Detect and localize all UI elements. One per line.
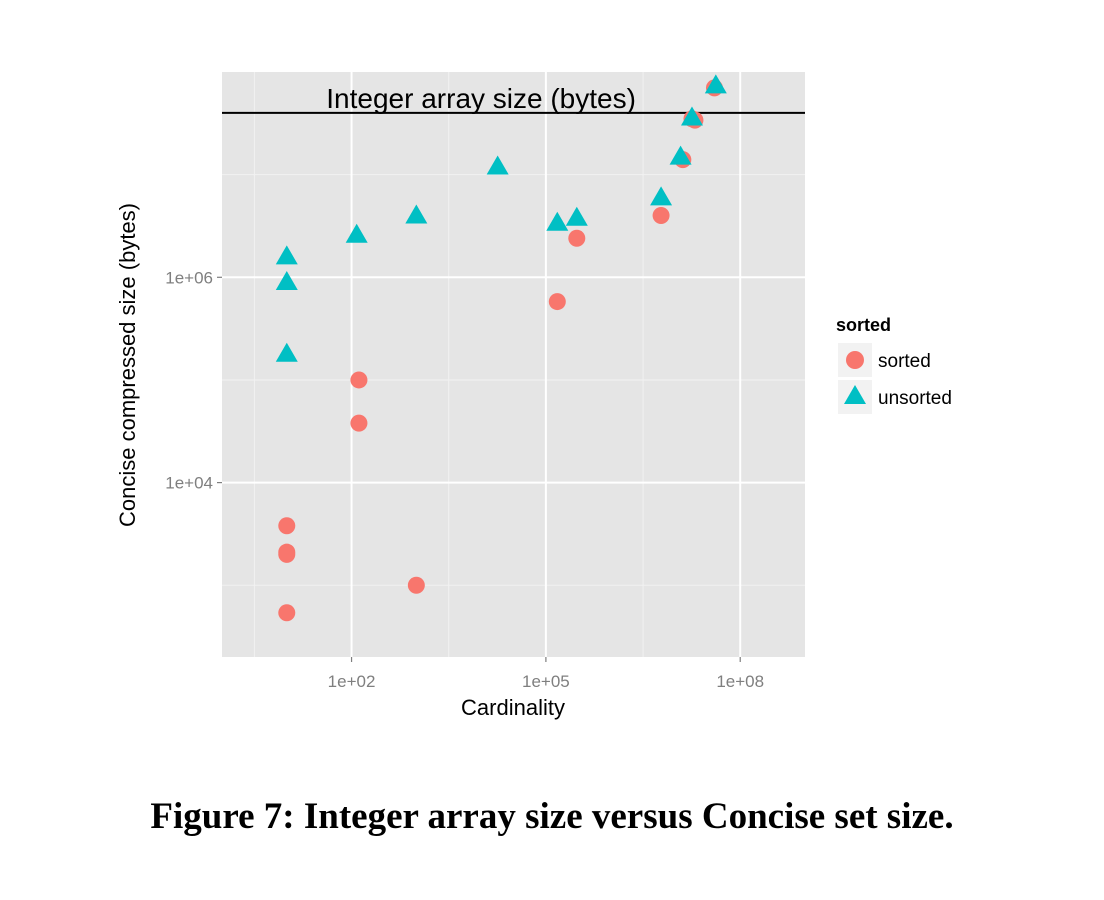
reference-line-label: Integer array size (bytes) [326,83,636,114]
legend-title: sorted [836,315,891,335]
x-axis-title: Cardinality [461,695,565,720]
point-sorted [350,371,368,389]
y-axis-ticks: 1e+04 1e+06 [165,268,222,493]
point-sorted [652,206,670,224]
legend: sorted sorted unsorted [836,315,952,414]
point-unsorted [405,204,428,224]
reference-line-group: Integer array size (bytes) [222,83,805,114]
x-tick-label: 1e+08 [716,672,764,691]
legend-label-unsorted: unsorted [878,388,952,409]
data-points [275,74,727,622]
y-axis-title: Concise compressed size (bytes) [115,203,140,527]
point-sorted [407,576,425,594]
point-unsorted [704,74,727,94]
point-sorted [548,293,566,311]
point-unsorted [486,155,509,175]
x-tick-label: 1e+05 [522,672,570,691]
point-unsorted [669,145,692,165]
minor-gridlines [222,72,805,657]
legend-marker-unsorted [844,385,866,404]
point-unsorted [275,342,298,362]
point-unsorted [565,206,588,226]
point-sorted [278,604,296,622]
figure-caption: Figure 7: Integer array size versus Conc… [150,796,954,837]
y-tick-label: 1e+04 [165,474,213,493]
point-unsorted [275,245,298,265]
point-unsorted [345,223,368,243]
plot-panel [222,72,805,657]
point-unsorted [680,106,703,126]
y-tick-label: 1e+06 [165,268,213,287]
point-sorted [278,517,296,535]
point-sorted [350,414,368,432]
legend-label-sorted: sorted [878,351,931,372]
legend-marker-sorted [846,351,864,369]
point-unsorted [275,270,298,290]
x-tick-label: 1e+02 [328,672,376,691]
point-sorted [278,543,296,561]
point-unsorted [546,211,569,231]
chart: Integer array size (bytes) 1e+02 1e+05 1e+… [115,72,952,720]
point-sorted [568,229,586,247]
x-axis-ticks: 1e+02 1e+05 1e+08 [328,657,764,691]
point-unsorted [650,186,673,206]
major-gridlines [222,72,805,657]
